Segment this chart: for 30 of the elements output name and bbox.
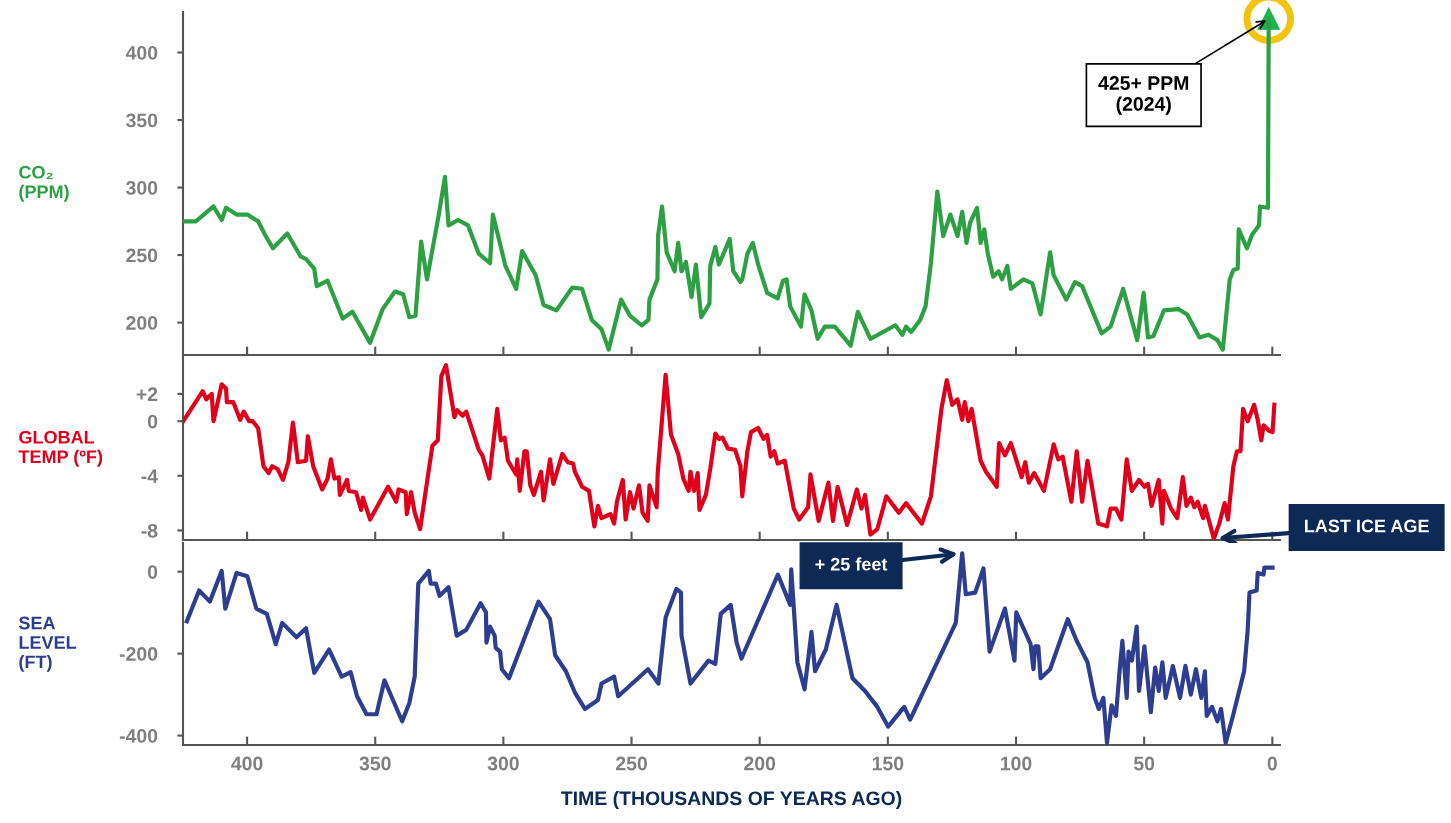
x-tick-label: 200: [744, 756, 776, 771]
annotation: LAST ICE AGE: [1305, 519, 1429, 533]
x-tick-label: 400: [231, 756, 263, 771]
y-tick-label: 300: [126, 181, 158, 195]
y-tick-label: 200: [126, 316, 158, 330]
x-axis-title: TIME (THOUSANDS OF YEARS AGO): [561, 790, 902, 810]
x-tick-label: 250: [615, 756, 647, 771]
y-axis-title: CO₂ (PPM): [19, 165, 69, 202]
y-tick-label: 400: [125, 45, 158, 60]
annotation: + 25 feet: [815, 557, 888, 571]
y-axis-title: SEA LEVEL (FT): [18, 616, 77, 672]
x-tick-label: 150: [872, 756, 904, 771]
annotation: 425+ PPM (2024): [1098, 76, 1189, 115]
y-tick-label: 250: [126, 248, 158, 263]
line-series: [184, 551, 1275, 745]
x-tick-label: 100: [1001, 756, 1032, 771]
y-tick-label: -400: [119, 729, 158, 743]
y-tick-label: -200: [119, 647, 158, 661]
y-tick-label: 0: [147, 565, 158, 579]
y-axis-title: GLOBAL TEMP (ºF): [18, 430, 103, 467]
y-tick-label: -4: [141, 469, 158, 483]
x-tick-label: 0: [1267, 756, 1277, 771]
y-tick-label: 0: [147, 414, 158, 429]
line-series: [183, 363, 1277, 540]
y-tick-label: -8: [141, 523, 158, 538]
x-tick-label: 300: [487, 756, 519, 771]
y-tick-label: +2: [136, 387, 158, 401]
x-tick-label: 350: [359, 756, 391, 771]
y-tick-label: 350: [126, 113, 158, 128]
x-tick-label: 50: [1133, 756, 1155, 771]
